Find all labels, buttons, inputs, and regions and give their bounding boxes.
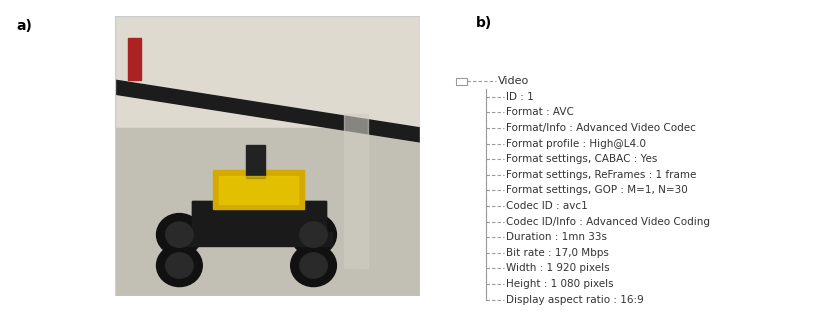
Text: Format : AVC: Format : AVC — [506, 107, 574, 117]
Bar — [246, 145, 265, 178]
Text: Duration : 1mn 33s: Duration : 1mn 33s — [506, 232, 606, 242]
Bar — [115, 16, 420, 128]
Text: Width : 1 920 pixels: Width : 1 920 pixels — [506, 263, 609, 273]
Bar — [115, 128, 420, 296]
Circle shape — [291, 213, 336, 256]
Text: ID : 1: ID : 1 — [506, 92, 533, 102]
Text: Codec ID/Info : Advanced Video Coding: Codec ID/Info : Advanced Video Coding — [506, 217, 709, 227]
Polygon shape — [115, 80, 420, 142]
Bar — [219, 176, 298, 204]
Bar — [213, 170, 304, 209]
Circle shape — [157, 245, 202, 286]
Text: Height : 1 080 pixels: Height : 1 080 pixels — [506, 279, 613, 289]
Text: Bit rate : 17,0 Mbps: Bit rate : 17,0 Mbps — [506, 248, 608, 258]
Text: Format settings, GOP : M=1, N=30: Format settings, GOP : M=1, N=30 — [506, 185, 687, 195]
Text: Format profile : High@L4.0: Format profile : High@L4.0 — [506, 139, 646, 149]
Text: Video: Video — [498, 76, 529, 86]
Text: Codec ID : avc1: Codec ID : avc1 — [506, 201, 588, 211]
Bar — [191, 201, 325, 240]
Bar — [344, 114, 368, 268]
Text: Format/Info : Advanced Video Codec: Format/Info : Advanced Video Codec — [506, 123, 695, 133]
Circle shape — [300, 253, 327, 278]
Bar — [456, 78, 467, 85]
Bar — [128, 38, 141, 80]
Circle shape — [291, 245, 336, 286]
Text: Format settings, CABAC : Yes: Format settings, CABAC : Yes — [506, 154, 657, 164]
Circle shape — [166, 253, 193, 278]
Text: Display aspect ratio : 16:9: Display aspect ratio : 16:9 — [506, 295, 644, 305]
Circle shape — [300, 222, 327, 247]
Circle shape — [166, 222, 193, 247]
Text: b): b) — [476, 16, 492, 30]
Bar — [191, 201, 325, 240]
Bar — [185, 232, 332, 246]
Circle shape — [157, 213, 202, 256]
Text: a): a) — [16, 19, 32, 33]
Text: Format settings, ReFrames : 1 frame: Format settings, ReFrames : 1 frame — [506, 170, 696, 180]
